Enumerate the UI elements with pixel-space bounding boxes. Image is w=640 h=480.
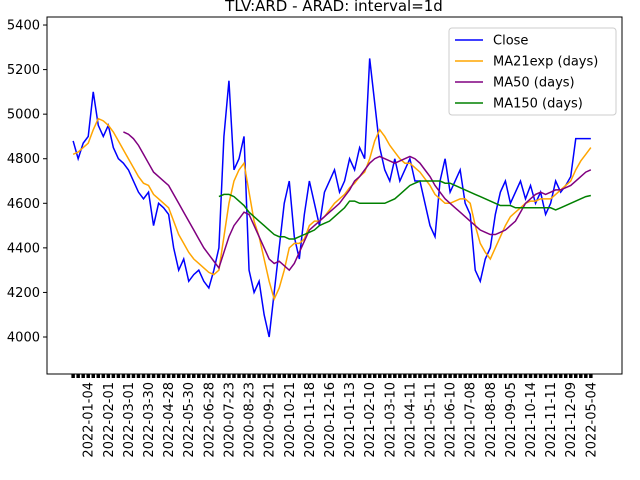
x-tick-label: 2021-09-05 bbox=[504, 382, 519, 458]
x-tick-label: 2021-04-11 bbox=[403, 382, 418, 458]
x-tick-label: 2020-11-18 bbox=[303, 382, 318, 458]
y-tick-label: 4000 bbox=[7, 331, 40, 346]
x-tick-label: 2021-06-10 bbox=[444, 382, 459, 458]
x-tick-label: 2022-02-01 bbox=[102, 382, 117, 458]
y-tick-label: 5000 bbox=[7, 108, 40, 123]
y-tick-label: 4400 bbox=[7, 241, 40, 256]
legend-label: MA21exp (days) bbox=[493, 55, 598, 70]
x-tick-label: 2022-03-30 bbox=[142, 382, 157, 458]
x-tick-label: 2021-01-13 bbox=[343, 382, 358, 458]
x-tick-label: 2022-04-28 bbox=[162, 382, 177, 458]
legend-box bbox=[448, 27, 617, 116]
x-tick-label: 2021-10-14 bbox=[524, 382, 539, 458]
x-tick-label: 2022-05-04 bbox=[584, 382, 599, 458]
x-tick-label: 2022-03-01 bbox=[122, 382, 137, 458]
legend-label: MA50 (days) bbox=[493, 76, 575, 91]
x-tick-label: 2020-09-21 bbox=[263, 382, 278, 458]
series-line bbox=[218, 180, 592, 240]
x-tick-label: 2020-12-16 bbox=[323, 382, 338, 458]
series-line bbox=[123, 131, 592, 272]
x-tick-label: 2021-11-11 bbox=[544, 382, 559, 458]
y-tick-label: 5400 bbox=[7, 19, 40, 34]
x-tick-label: 2022-05-30 bbox=[182, 382, 197, 458]
x-tick-label: 2022-06-28 bbox=[202, 382, 217, 458]
x-tick-label: 2021-07-08 bbox=[464, 382, 479, 458]
series-line bbox=[72, 117, 592, 302]
x-tick-label: 2021-05-11 bbox=[423, 382, 438, 458]
x-tick-label: 2021-08-08 bbox=[484, 382, 499, 458]
x-tick-label: 2020-07-23 bbox=[222, 382, 237, 458]
x-tick-label: 2021-02-10 bbox=[363, 382, 378, 458]
chart-title: TLV:ARD - ARAD: interval=1d bbox=[224, 0, 443, 15]
x-tick-label: 2020-08-23 bbox=[243, 382, 258, 458]
x-tick-label: 2021-12-09 bbox=[564, 382, 579, 458]
y-tick-label: 4200 bbox=[7, 286, 40, 301]
series-line bbox=[72, 58, 591, 338]
y-tick-label: 5200 bbox=[7, 63, 40, 78]
y-tick-label: 4600 bbox=[7, 197, 40, 212]
legend-label: Close bbox=[493, 34, 528, 49]
x-tick-label: 2020-10-21 bbox=[283, 382, 298, 458]
legend-label: MA150 (days) bbox=[493, 97, 583, 112]
y-tick-label: 4800 bbox=[7, 152, 40, 167]
x-tick-label: 2022-01-04 bbox=[82, 382, 97, 458]
x-tick-label: 2021-03-10 bbox=[383, 382, 398, 458]
